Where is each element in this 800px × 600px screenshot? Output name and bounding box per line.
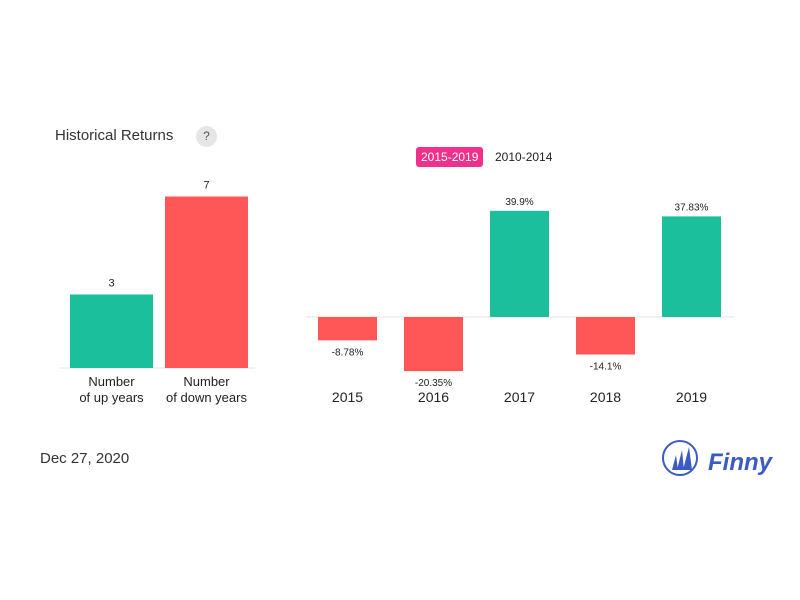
category-label: Number bbox=[183, 374, 230, 389]
bar bbox=[576, 317, 635, 355]
data-label: 37.83% bbox=[675, 202, 709, 213]
bar bbox=[662, 216, 721, 317]
data-label: 7 bbox=[203, 180, 209, 192]
bar bbox=[404, 317, 463, 372]
help-button[interactable]: ? bbox=[196, 126, 217, 147]
year-label: 2017 bbox=[504, 389, 535, 405]
category-label: of up years bbox=[79, 390, 144, 405]
data-label: -14.1% bbox=[590, 362, 622, 373]
data-label: -20.35% bbox=[415, 378, 452, 389]
year-label: 2016 bbox=[418, 389, 449, 405]
tab-2015-2019[interactable]: 2015-2019 bbox=[416, 147, 484, 167]
bar bbox=[318, 317, 377, 341]
data-label: 39.9% bbox=[505, 197, 533, 208]
data-label: 3 bbox=[108, 278, 114, 290]
category-label: Number bbox=[88, 374, 135, 389]
year-label: 2019 bbox=[676, 389, 707, 405]
page-title: Historical Returns bbox=[55, 127, 174, 144]
tab-2010-2014[interactable]: 2010-2014 bbox=[495, 150, 553, 164]
category-label: of down years bbox=[166, 390, 247, 405]
year-label: 2018 bbox=[590, 389, 621, 405]
data-label: -8.78% bbox=[332, 347, 364, 358]
year-label: 2015 bbox=[332, 389, 363, 405]
date-label: Dec 27, 2020 bbox=[40, 450, 130, 467]
bar bbox=[165, 196, 248, 368]
bar bbox=[490, 210, 549, 317]
bar bbox=[70, 294, 153, 368]
